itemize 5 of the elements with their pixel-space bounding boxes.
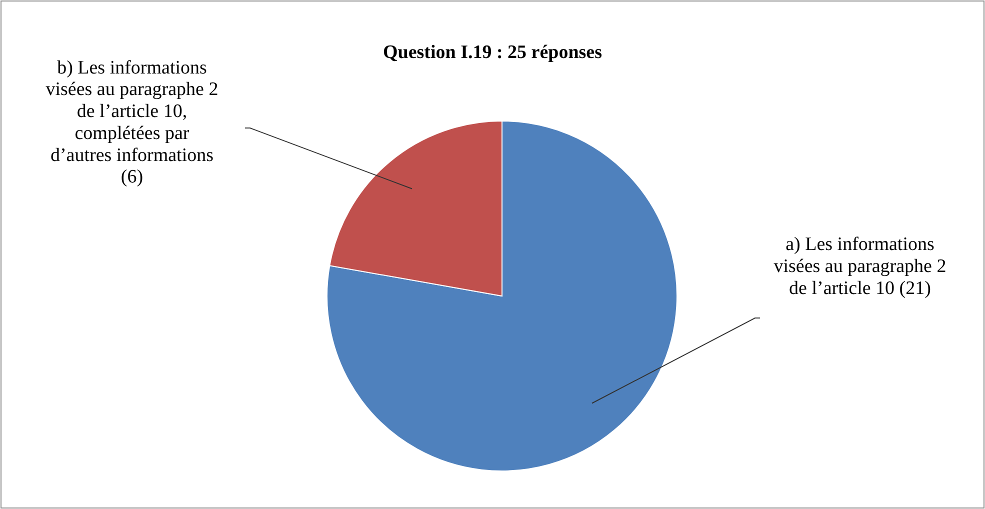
slice-label: a) Les informations visées au paragraphe 2 de l’article 10 (21) [774,234,946,299]
data-label: (6) [120,166,144,188]
slice-label: b) Les informations visées au paragraphe 2 de l’article 10, complétées par d’autres informations [46,57,218,166]
pie-slice [326,120,678,472]
chart-title: Question I.19 : 25 réponses [382,42,602,63]
